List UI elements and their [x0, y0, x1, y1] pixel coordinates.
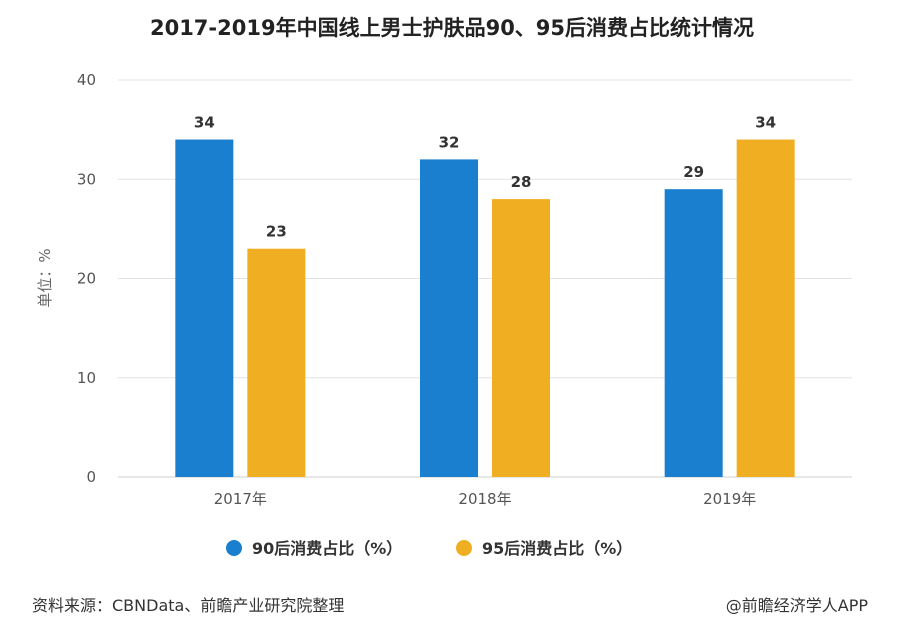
y-tick-label: 30: [77, 170, 96, 188]
bar-value-label: 34: [194, 114, 215, 132]
y-axis-label: 单位：%: [36, 248, 54, 307]
y-tick-label: 10: [77, 369, 96, 387]
bar: [492, 199, 550, 477]
source-note: 资料来源：CBNData、前瞻产业研究院整理: [32, 596, 345, 615]
legend-label: 90后消费占比（%）: [252, 539, 402, 558]
bar-value-label: 29: [683, 163, 704, 181]
x-tick-label: 2019年: [703, 490, 756, 508]
bar-value-label: 28: [511, 173, 532, 191]
bar: [420, 159, 478, 477]
bar-value-label: 34: [755, 114, 776, 132]
bar-value-label: 32: [439, 133, 460, 151]
legend-swatch: [456, 540, 472, 556]
legend-swatch: [226, 540, 242, 556]
y-tick-label: 40: [77, 71, 96, 89]
credit-note: @前瞻经济学人APP: [725, 596, 868, 615]
legend-label: 95后消费占比（%）: [482, 539, 632, 558]
x-tick-label: 2017年: [214, 490, 267, 508]
chart-title: 2017-2019年中国线上男士护肤品90、95后消费占比统计情况: [149, 16, 755, 40]
bar: [175, 139, 234, 478]
x-tick-label: 2018年: [458, 490, 511, 508]
bar: [664, 189, 723, 478]
bar-value-label: 23: [266, 223, 287, 241]
y-tick-label: 20: [77, 270, 96, 288]
y-tick-label: 0: [86, 468, 96, 486]
bar: [736, 139, 795, 478]
bar: [247, 248, 306, 477]
